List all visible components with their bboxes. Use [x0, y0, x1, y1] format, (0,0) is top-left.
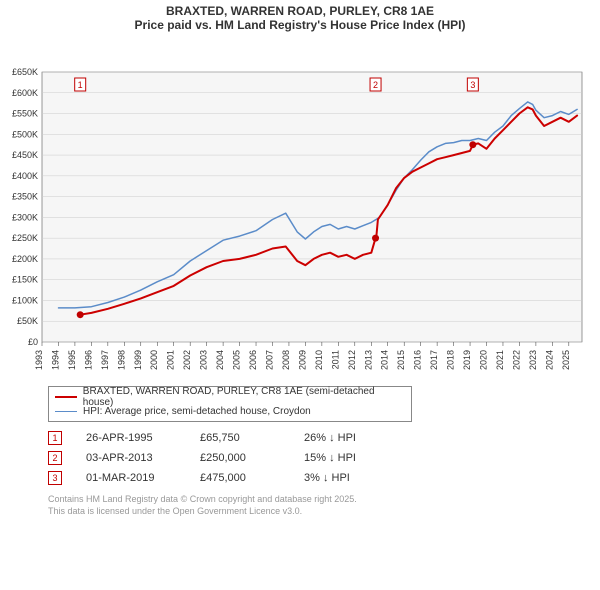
- footer-line2: This data is licensed under the Open Gov…: [48, 506, 590, 518]
- x-tick-label: 1993: [34, 350, 44, 370]
- x-tick-label: 2016: [413, 350, 423, 370]
- y-tick-label: £100K: [12, 295, 38, 305]
- x-tick-label: 2005: [232, 350, 242, 370]
- y-tick-label: £550K: [12, 109, 38, 119]
- y-tick-label: £600K: [12, 88, 38, 98]
- legend: BRAXTED, WARREN ROAD, PURLEY, CR8 1AE (s…: [48, 386, 412, 422]
- x-tick-label: 2024: [544, 350, 554, 370]
- footer-line1: Contains HM Land Registry data © Crown c…: [48, 494, 590, 506]
- sales-row: 1 26-APR-1995 £65,750 26% ↓ HPI: [48, 428, 590, 448]
- y-tick-label: £450K: [12, 150, 38, 160]
- x-tick-label: 2009: [297, 350, 307, 370]
- x-tick-label: 2001: [166, 350, 176, 370]
- y-tick-label: £350K: [12, 192, 38, 202]
- x-tick-label: 2003: [199, 350, 209, 370]
- sale-marker-dot: [77, 311, 84, 318]
- sales-delta: 15% ↓ HPI: [304, 452, 394, 464]
- x-tick-label: 1995: [67, 350, 77, 370]
- x-tick-label: 1999: [133, 350, 143, 370]
- y-tick-label: £0: [28, 337, 38, 347]
- sales-date: 03-APR-2013: [86, 452, 176, 464]
- sales-row: 2 03-APR-2013 £250,000 15% ↓ HPI: [48, 448, 590, 468]
- legend-swatch: [55, 411, 77, 412]
- y-tick-label: £500K: [12, 129, 38, 139]
- x-tick-label: 2011: [330, 350, 340, 369]
- y-tick-label: £50K: [17, 316, 38, 326]
- price-chart: £0 £50K £100K £150K £200K £250K £300K £350K £400…: [0, 32, 600, 382]
- sales-price: £65,750: [200, 432, 280, 444]
- x-tick-label: 2023: [528, 350, 538, 370]
- x-tick-label: 2010: [314, 350, 324, 370]
- x-tick-label: 2021: [495, 350, 505, 370]
- x-tick-label: 2020: [479, 350, 489, 370]
- y-tick-label: £150K: [12, 275, 38, 285]
- sales-date: 26-APR-1995: [86, 432, 176, 444]
- x-tick-label: 2002: [182, 350, 192, 370]
- x-tick-label: 2000: [149, 350, 159, 370]
- sales-marker-box: 1: [48, 431, 62, 445]
- x-tick-label: 1996: [83, 350, 93, 370]
- footer-attribution: Contains HM Land Registry data © Crown c…: [48, 494, 590, 517]
- sales-date: 01-MAR-2019: [86, 472, 176, 484]
- x-tick-label: 2006: [248, 350, 258, 370]
- x-tick-label: 2007: [264, 350, 274, 370]
- chart-title-line1: BRAXTED, WARREN ROAD, PURLEY, CR8 1AE: [0, 4, 600, 18]
- x-tick-label: 1998: [116, 350, 126, 370]
- x-tick-label: 2019: [462, 350, 472, 370]
- x-tick-label: 2015: [396, 350, 406, 370]
- sales-price: £475,000: [200, 472, 280, 484]
- y-tick-label: £300K: [12, 212, 38, 222]
- x-tick-label: 1994: [50, 350, 60, 370]
- sale-marker-dot: [469, 141, 476, 148]
- sale-marker-dot: [372, 235, 379, 242]
- chart-title-block: BRAXTED, WARREN ROAD, PURLEY, CR8 1AE Pr…: [0, 4, 600, 32]
- sales-price: £250,000: [200, 452, 280, 464]
- sale-marker-number: 3: [470, 80, 475, 90]
- legend-row: BRAXTED, WARREN ROAD, PURLEY, CR8 1AE (s…: [55, 390, 405, 404]
- y-tick-label: £650K: [12, 67, 38, 77]
- sales-table: 1 26-APR-1995 £65,750 26% ↓ HPI 2 03-APR-2013…: [48, 428, 590, 488]
- sales-delta: 26% ↓ HPI: [304, 432, 394, 444]
- sales-marker-box: 3: [48, 471, 62, 485]
- sales-row: 3 01-MAR-2019 £475,000 3% ↓ HPI: [48, 468, 590, 488]
- sale-marker-number: 1: [78, 80, 83, 90]
- x-tick-label: 2025: [561, 350, 571, 370]
- y-tick-label: £200K: [12, 254, 38, 264]
- legend-label: HPI: Average price, semi-detached house,…: [83, 406, 311, 417]
- y-tick-label: £250K: [12, 233, 38, 243]
- legend-swatch: [55, 396, 77, 398]
- x-tick-label: 2013: [363, 350, 373, 370]
- x-tick-label: 2022: [511, 350, 521, 370]
- x-tick-label: 2014: [380, 350, 390, 370]
- x-tick-label: 2018: [446, 350, 456, 370]
- x-tick-label: 2017: [429, 350, 439, 370]
- sales-delta: 3% ↓ HPI: [304, 472, 394, 484]
- y-tick-label: £400K: [12, 171, 38, 181]
- chart-title-line2: Price paid vs. HM Land Registry's House …: [0, 18, 600, 32]
- sale-marker-number: 2: [373, 80, 378, 90]
- x-tick-label: 2004: [215, 350, 225, 370]
- sales-marker-box: 2: [48, 451, 62, 465]
- x-tick-label: 1997: [100, 350, 110, 370]
- x-tick-label: 2008: [281, 350, 291, 370]
- x-tick-label: 2012: [347, 350, 357, 370]
